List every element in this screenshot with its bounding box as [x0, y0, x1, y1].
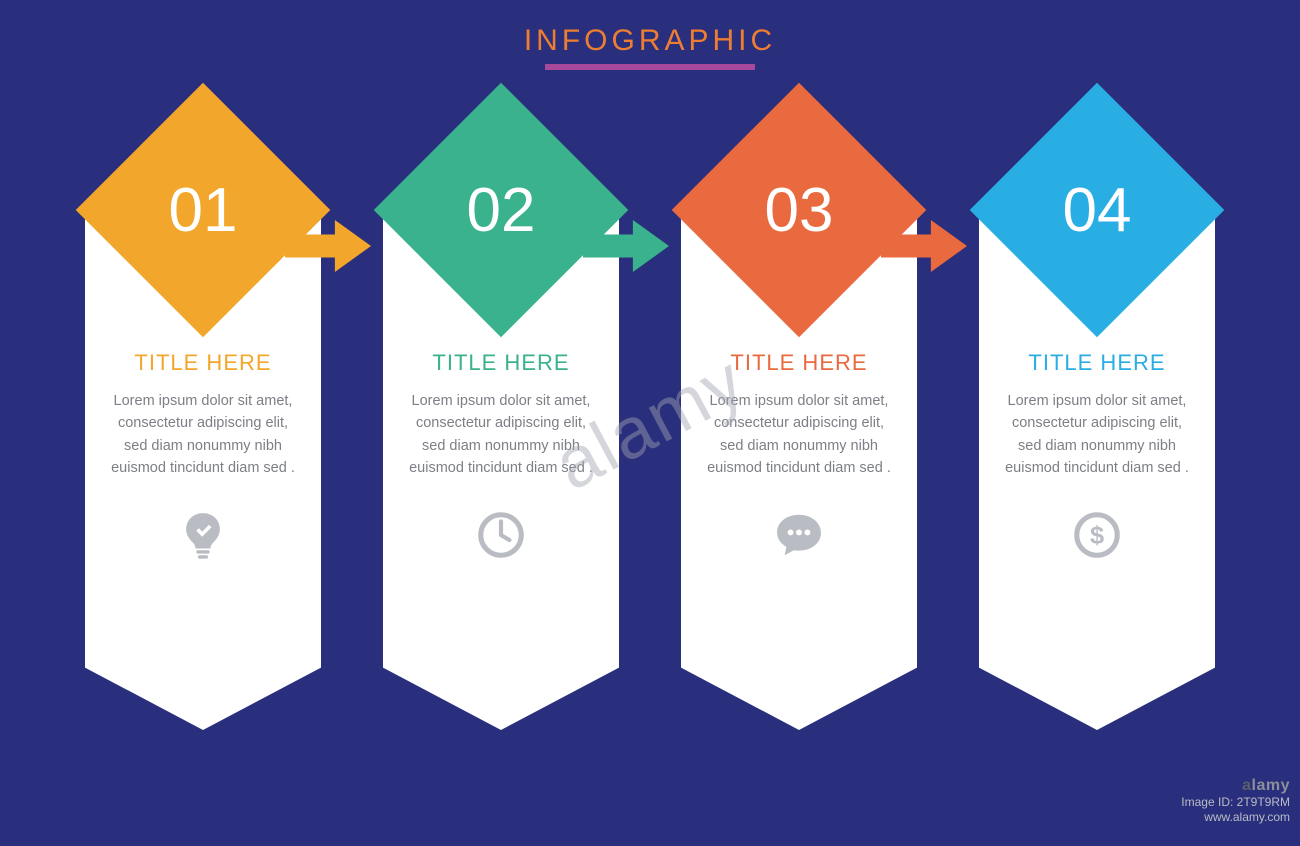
clock-icon [405, 508, 597, 562]
step-number: 03 [765, 175, 834, 246]
step-title: TITLE HERE [405, 350, 597, 376]
step-number: 04 [1063, 175, 1132, 246]
step-title: TITLE HERE [1001, 350, 1193, 376]
step-body: Lorem ipsum dolor sit amet, consectetur … [1001, 390, 1193, 480]
step-title: TITLE HERE [107, 350, 299, 376]
watermark-corner-logo: alamy [1181, 776, 1290, 795]
step-3: TITLE HERE Lorem ipsum dolor sit amet, co… [659, 120, 939, 730]
arrow-right-icon [881, 220, 967, 272]
step-title: TITLE HERE [703, 350, 895, 376]
steps-row: TITLE HERE Lorem ipsum dolor sit amet, co… [0, 120, 1300, 730]
chat-dots-icon [703, 508, 895, 562]
watermark-corner-line: Image ID: 2T9T9RM [1181, 795, 1290, 809]
svg-text:$: $ [1090, 521, 1104, 549]
page-title: INFOGRAPHIC [524, 24, 776, 58]
step-2: TITLE HERE Lorem ipsum dolor sit amet, co… [361, 120, 641, 730]
step-number: 02 [467, 175, 536, 246]
step-body: Lorem ipsum dolor sit amet, consectetur … [107, 390, 299, 480]
arrow-right-icon [285, 220, 371, 272]
step-number: 01 [169, 175, 238, 246]
title-underline [545, 64, 755, 70]
step-1: TITLE HERE Lorem ipsum dolor sit amet, co… [63, 120, 343, 730]
lightbulb-check-icon [107, 508, 299, 562]
arrow-right-icon [583, 220, 669, 272]
dollar-circle-icon: $ [1001, 508, 1193, 562]
step-body: Lorem ipsum dolor sit amet, consectetur … [703, 390, 895, 480]
watermark-corner: alamyImage ID: 2T9T9RMwww.alamy.com [1181, 776, 1290, 824]
watermark-corner-line: www.alamy.com [1181, 810, 1290, 824]
step-4: TITLE HERE Lorem ipsum dolor sit amet, co… [957, 120, 1237, 730]
step-body: Lorem ipsum dolor sit amet, consectetur … [405, 390, 597, 480]
